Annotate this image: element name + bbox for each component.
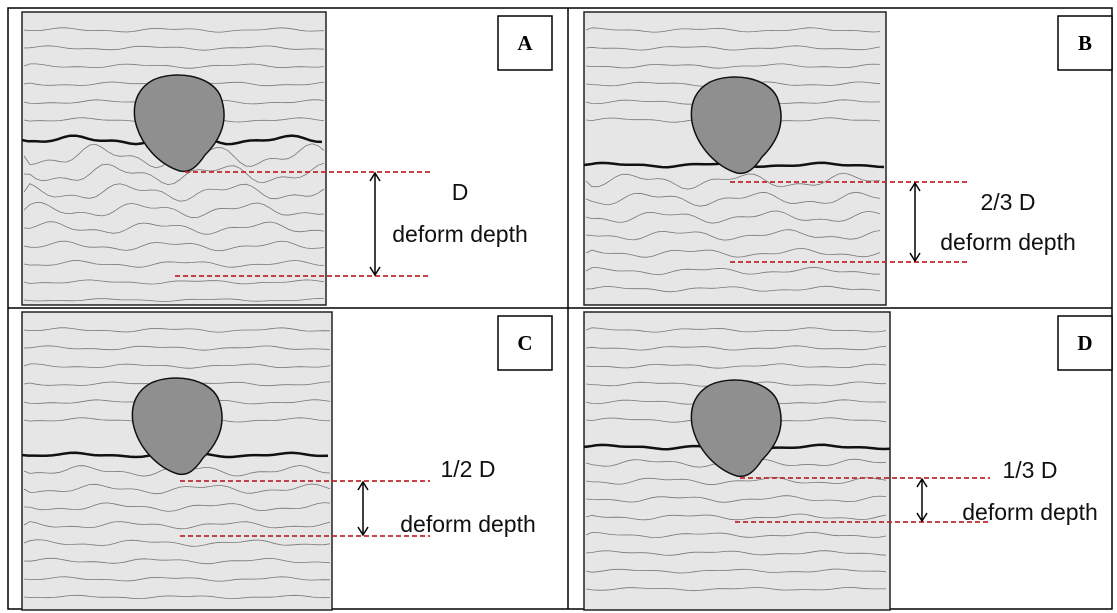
layer-line bbox=[585, 550, 887, 556]
rock bbox=[690, 76, 782, 175]
layer-line bbox=[585, 363, 887, 369]
depth-caption: deform depth bbox=[392, 221, 528, 247]
layer-line bbox=[585, 266, 881, 276]
panel-label-box bbox=[1057, 15, 1113, 71]
layer-line bbox=[23, 183, 325, 202]
layer-line bbox=[23, 557, 331, 565]
layer-line bbox=[23, 240, 325, 252]
depth-caption: deform depth bbox=[940, 229, 1076, 255]
layer-line bbox=[23, 27, 325, 33]
layer-line bbox=[585, 586, 886, 592]
depth-label: 2/3 D bbox=[981, 189, 1036, 215]
layer-line bbox=[585, 568, 887, 574]
layer-line bbox=[23, 502, 331, 512]
depth-label: 1/3 D bbox=[1003, 457, 1058, 483]
layer-line bbox=[23, 45, 325, 51]
layer-line bbox=[23, 279, 325, 285]
arrow-head bbox=[909, 252, 921, 263]
layer-line bbox=[23, 363, 331, 369]
rock bbox=[133, 74, 225, 173]
layer-line bbox=[23, 594, 331, 600]
arrow-head bbox=[916, 512, 928, 523]
layer-line bbox=[23, 202, 325, 219]
panel-label-box bbox=[497, 15, 553, 71]
layer-line bbox=[23, 539, 331, 547]
layer-line bbox=[585, 172, 881, 190]
depth-caption: deform depth bbox=[962, 499, 1098, 525]
layer-line bbox=[585, 327, 887, 333]
depth-label: D bbox=[452, 179, 469, 205]
layer-line bbox=[585, 531, 887, 539]
rock bbox=[690, 379, 782, 478]
arrow-head bbox=[369, 171, 381, 182]
arrow-head bbox=[357, 526, 369, 537]
layer-line bbox=[23, 260, 325, 268]
layer-line bbox=[23, 576, 331, 582]
layer-line bbox=[585, 229, 881, 241]
layer-line bbox=[585, 476, 887, 486]
layer-line bbox=[585, 191, 881, 207]
layer-line bbox=[585, 63, 881, 69]
layer-line bbox=[585, 45, 881, 51]
panel-label: A bbox=[517, 31, 533, 55]
layer-line bbox=[23, 298, 325, 302]
rock bbox=[131, 377, 223, 476]
layer-line bbox=[23, 483, 331, 495]
layer-line bbox=[585, 27, 881, 33]
layer-line bbox=[585, 345, 887, 351]
arrow-head bbox=[909, 181, 921, 192]
layer-line bbox=[585, 495, 887, 503]
layer-line bbox=[23, 521, 331, 530]
layer-line bbox=[23, 345, 331, 351]
layer-line bbox=[585, 513, 887, 521]
layer-line bbox=[23, 327, 331, 333]
arrow-head bbox=[369, 266, 381, 277]
layer-line bbox=[585, 210, 881, 224]
layer-line bbox=[23, 221, 325, 235]
layer-line bbox=[585, 285, 881, 293]
depth-label: 1/2 D bbox=[441, 456, 496, 482]
panel-label-box bbox=[497, 315, 553, 371]
depth-caption: deform depth bbox=[400, 511, 536, 537]
arrow-head bbox=[916, 477, 928, 488]
panel-label-box bbox=[1057, 315, 1113, 371]
panel-label: C bbox=[517, 331, 532, 355]
panel-label: B bbox=[1078, 31, 1092, 55]
arrow-head bbox=[357, 480, 369, 491]
panel-label: D bbox=[1077, 331, 1092, 355]
layer-line bbox=[585, 247, 881, 258]
layer-line bbox=[23, 162, 325, 186]
layer-line bbox=[23, 63, 325, 69]
